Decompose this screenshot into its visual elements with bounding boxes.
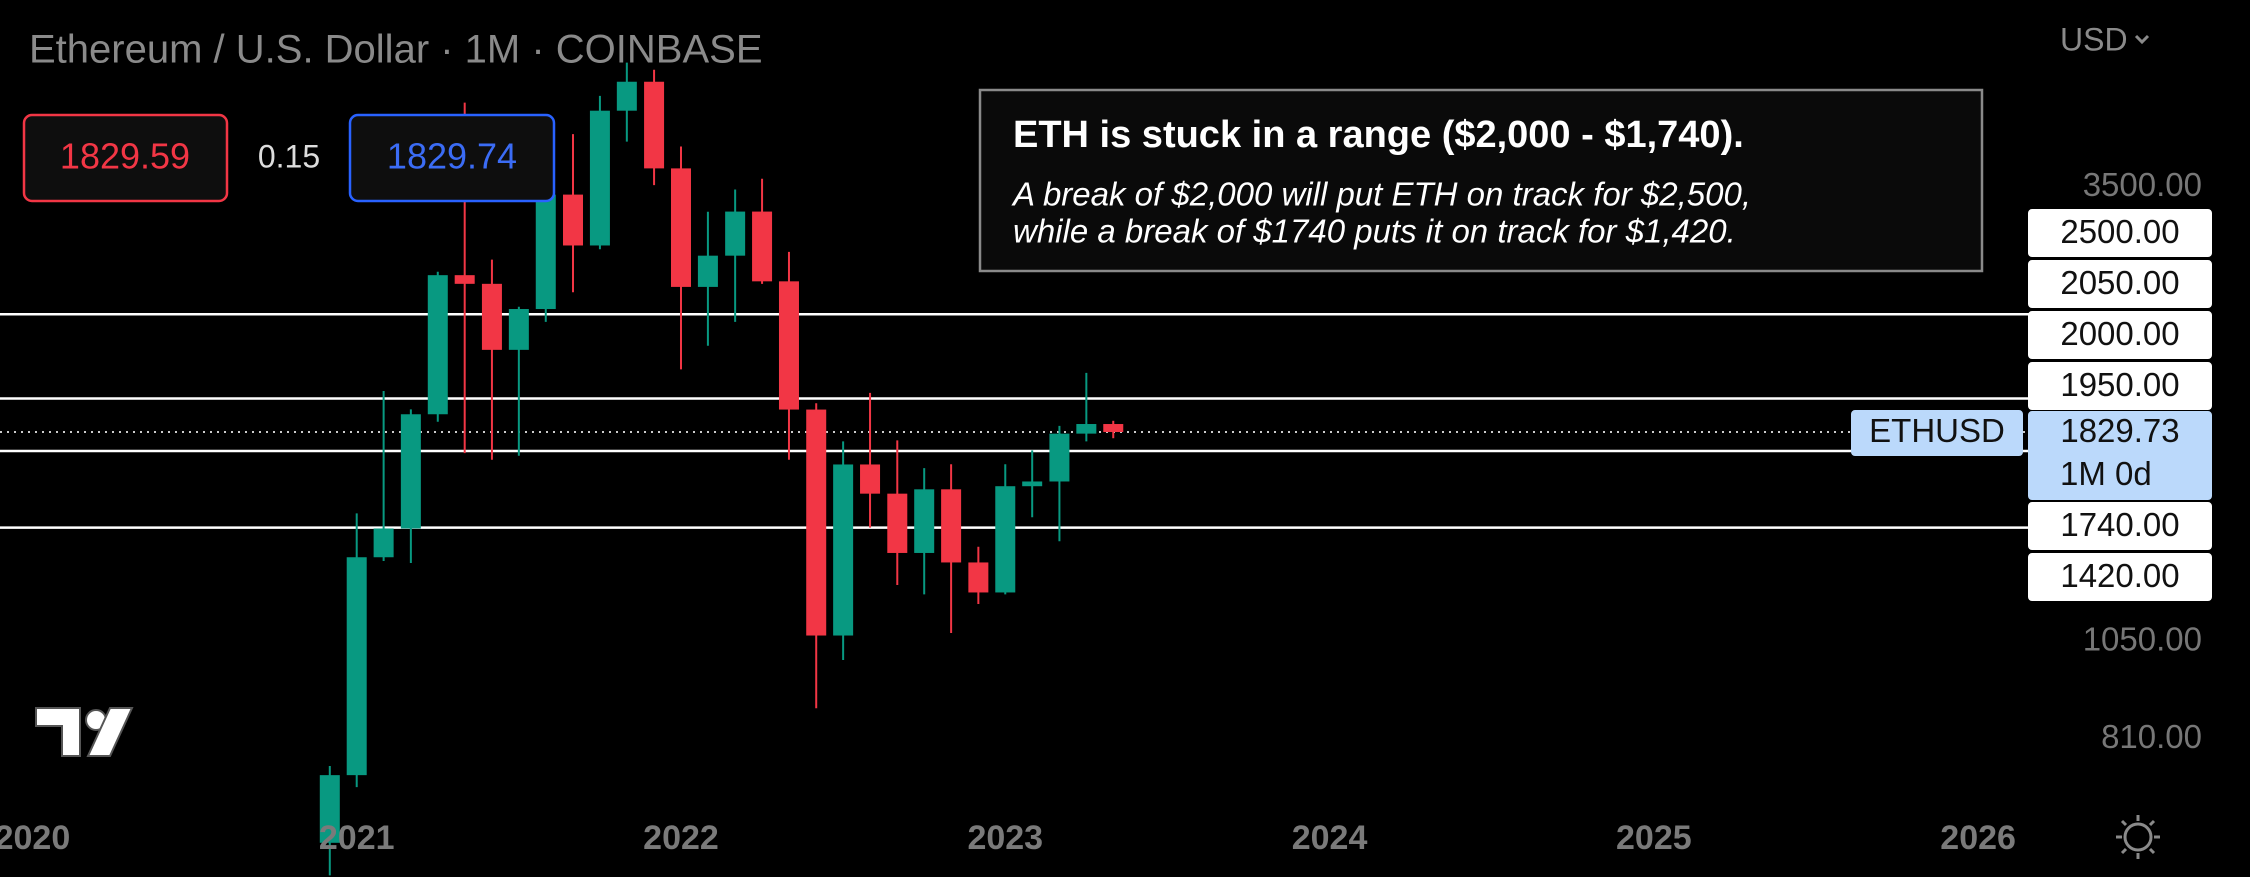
gear-ring [2123, 822, 2153, 852]
symbol-box [1851, 410, 2023, 457]
overlay-layer: Ethereum / U.S. Dollar · 1M · COINBASE 1… [0, 21, 2212, 859]
candle-body [670, 168, 691, 287]
candle-body [563, 194, 584, 246]
x-tick-label: 2023 [967, 819, 1043, 857]
settings-icon[interactable] [2116, 815, 2160, 859]
price-label-box [2028, 311, 2212, 360]
x-tick-label: 2022 [643, 819, 719, 857]
candle-body [778, 281, 799, 410]
countdown-label: 1M 0d [2060, 455, 2152, 492]
candle-body [535, 194, 556, 310]
candle-body [1076, 424, 1097, 434]
last-price-box [2028, 411, 2212, 501]
candle-body [941, 489, 962, 563]
annotation-title: ETH is stuck in a range ($2,000 - $1,740… [1013, 114, 1744, 156]
price-label-box [2028, 553, 2212, 602]
candle-body [1103, 424, 1124, 433]
bid-price: 1829.59 [60, 136, 190, 177]
x-tick-label: 2026 [1940, 819, 2016, 857]
candle-body [752, 211, 773, 282]
currency-chevron [2134, 34, 2150, 45]
candle-body [887, 493, 908, 553]
x-tick-label: 2020 [0, 819, 70, 857]
candle-body [1049, 433, 1070, 482]
ask-price: 1829.74 [387, 136, 517, 177]
candle-body [995, 486, 1016, 593]
price-label-box [2028, 362, 2212, 411]
symbol-label: ETHUSD [1869, 412, 2005, 449]
bid-box[interactable] [22, 113, 229, 203]
candle-body [400, 414, 421, 529]
candle-body [373, 528, 394, 558]
candles-layer [319, 62, 1124, 876]
logo [35, 707, 134, 757]
x-tick-label: 2021 [319, 819, 395, 857]
candle-body [725, 211, 746, 256]
annotation-box [978, 88, 1984, 273]
candle-body [860, 464, 881, 494]
annotation-line: while a break of $1740 puts it on track … [1013, 213, 1736, 250]
candle-body [427, 275, 448, 415]
candle-body [644, 81, 665, 169]
candle-body [589, 110, 610, 246]
x-tick-label: 2025 [1616, 819, 1692, 857]
candle-body [346, 557, 367, 776]
price-label: 2000.00 [2060, 315, 2179, 352]
price-label: 1740.00 [2060, 506, 2179, 543]
candle-body [697, 255, 718, 287]
price-label-box [2028, 209, 2212, 258]
candle-body [1022, 481, 1043, 487]
price-label-box [2028, 260, 2212, 309]
y-tick-label: 810.00 [2101, 718, 2202, 755]
candle-body [968, 562, 989, 593]
price-label: 2500.00 [2060, 213, 2179, 250]
price-label: 2050.00 [2060, 264, 2179, 301]
candle-body [481, 283, 502, 350]
candle-body [833, 464, 854, 636]
candle-body [454, 275, 475, 284]
price-label: 1950.00 [2060, 366, 2179, 403]
annotation-line: A break of $2,000 will put ETH on track … [1011, 176, 1751, 213]
logo-part [35, 707, 81, 757]
gear-teeth [2116, 815, 2160, 859]
logo-part [86, 707, 134, 757]
candle-body [616, 81, 637, 111]
last-price-label: 1829.73 [2060, 412, 2179, 449]
y-tick-label: 3500.00 [2083, 166, 2202, 203]
candle-body [914, 489, 935, 553]
candle-body [806, 409, 827, 636]
y-tick-label: 1050.00 [2083, 620, 2202, 657]
spread: 0.15 [258, 138, 320, 174]
currency[interactable]: USD [2060, 21, 2128, 57]
x-tick-label: 2024 [1292, 819, 1368, 857]
price-label-box [2028, 502, 2212, 551]
ask-box[interactable] [348, 113, 556, 203]
symbol-title: Ethereum / U.S. Dollar · 1M · COINBASE [29, 28, 763, 72]
candle-body [508, 309, 529, 350]
candle-body [319, 775, 340, 843]
price-label: 1420.00 [2060, 557, 2179, 594]
